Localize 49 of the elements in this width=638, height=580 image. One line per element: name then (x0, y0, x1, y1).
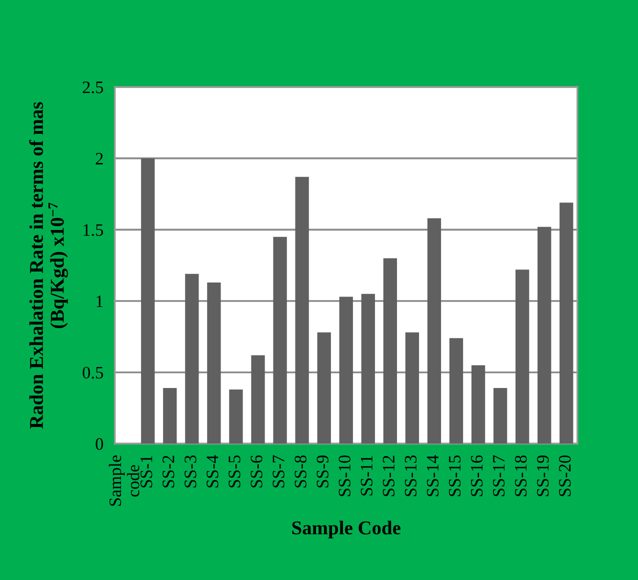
x-tick-label: SS-8 (294, 455, 306, 488)
bar (361, 294, 375, 444)
x-tick-label: SS-1 (140, 456, 152, 488)
bar (515, 270, 530, 444)
y-tick-label: 1 (96, 296, 103, 308)
bar (449, 338, 464, 444)
y-tick-label: 2 (96, 152, 103, 164)
x-tick-label: SS-4 (206, 455, 218, 488)
y-tick-label: 0.5 (82, 366, 104, 379)
bar (273, 236, 287, 444)
x-tick-label: SS-20 (559, 455, 571, 496)
bar (295, 176, 309, 444)
bar (207, 282, 221, 444)
y-tick-label: 0 (96, 438, 104, 450)
x-tick-label: SS-14 (426, 455, 439, 496)
x-tick-label: SS-5 (228, 455, 240, 488)
x-tick-label: Sample code (108, 455, 140, 506)
y-axis-title: Radon Exhalation Rate in terms of mas (Bq/Kgd) x10$^{−7}$ (29, 102, 68, 429)
bar (538, 226, 552, 444)
bar (383, 258, 397, 444)
bar (317, 332, 331, 444)
bar (163, 388, 177, 444)
x-tick-label: SS-18 (514, 455, 527, 496)
x-tick-label: SS-19 (537, 456, 549, 496)
x-tick-label: SS-17 (492, 455, 505, 496)
bar (493, 388, 508, 444)
bar (560, 202, 574, 444)
bar (339, 296, 353, 444)
x-tick-label: SS-15 (448, 455, 461, 496)
bar (185, 274, 199, 444)
bar (229, 389, 243, 444)
bar (141, 158, 155, 444)
x-tick-label: SS-9 (316, 456, 328, 488)
bar (471, 365, 486, 444)
y-tick-label: 2.5 (82, 82, 104, 94)
x-tick-label: SS-10 (338, 455, 350, 496)
x-tick-label: SS-3 (184, 455, 196, 488)
bar (427, 218, 442, 444)
bar (251, 355, 265, 444)
x-axis-title: Sample Code (292, 520, 400, 538)
x-tick-label: SS-7 (272, 455, 284, 488)
bar (405, 332, 420, 444)
x-tick-label: SS-6 (250, 455, 262, 488)
x-tick-label: SS-16 (470, 455, 483, 496)
y-tick-label: 1.5 (84, 224, 104, 236)
x-tick-label: SS-12 (382, 456, 395, 496)
x-tick-label: SS-2 (162, 456, 174, 488)
x-tick-label: SS-11 (360, 456, 372, 496)
x-tick-label: SS-13 (404, 455, 417, 496)
